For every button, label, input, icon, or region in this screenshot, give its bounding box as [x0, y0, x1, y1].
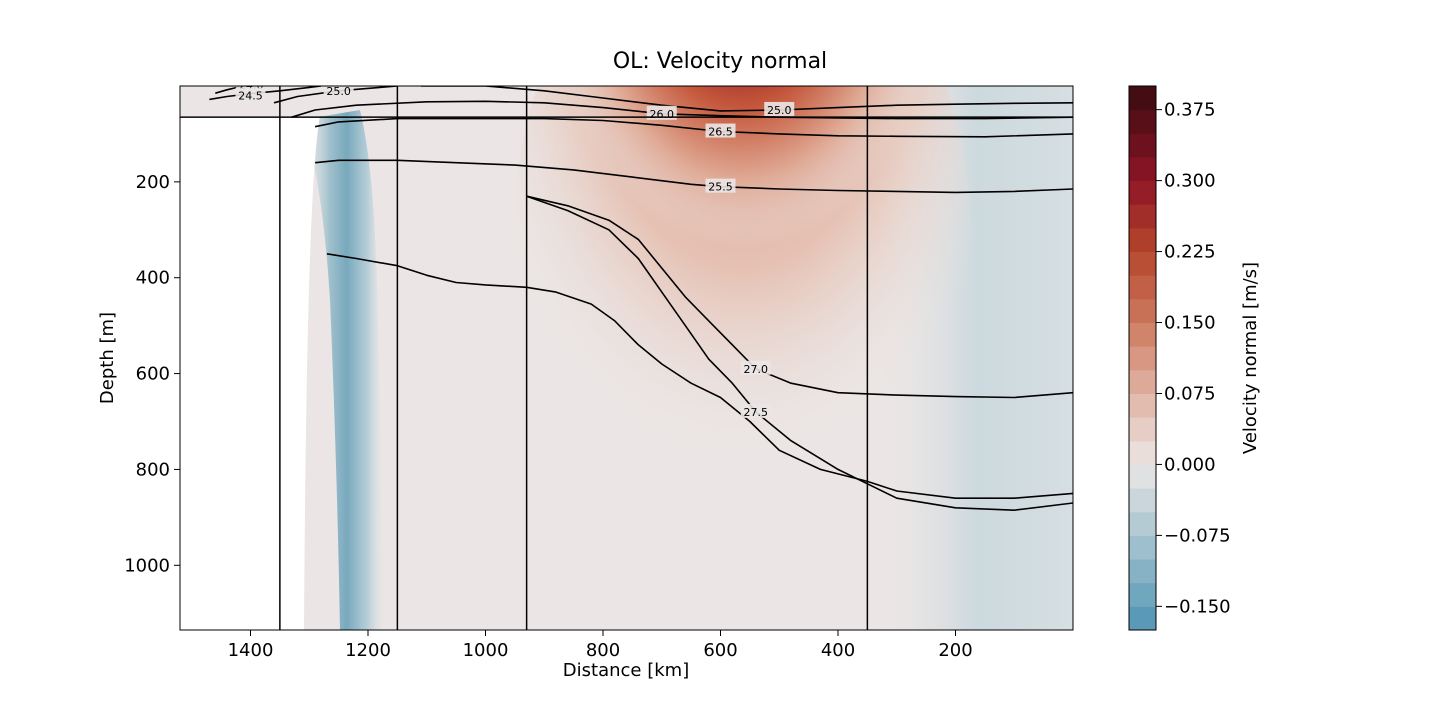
station-lines [279, 86, 869, 630]
y-tick-label: 800 [136, 459, 170, 480]
colorbar-band [1129, 156, 1156, 182]
colorbar-band [1129, 464, 1156, 489]
colorbar-band [1129, 488, 1156, 513]
colorbar-tick-label: −0.075 [1164, 525, 1231, 546]
colorbar-band [1129, 346, 1156, 371]
isopycnal-label: 25.0 [767, 104, 792, 117]
colorbar-frame [1128, 85, 1157, 631]
y-tick-label: 200 [136, 172, 170, 193]
isopycnal-label: 26.5 [708, 126, 733, 139]
isopycnal-label-bg [740, 403, 771, 418]
colorbar-label: Velocity normal [m/s] [1240, 262, 1261, 454]
y-tick-label: 600 [136, 364, 170, 385]
x-axis-label: Distance [km] [563, 660, 689, 681]
isopycnal-label-bg [705, 123, 736, 138]
isopycnal-contours: 24.024.5 25.025.026.026.525.527.027.5 [209, 85, 1073, 511]
colorbar-band [1129, 204, 1156, 229]
colorbar-tick-label: 0.150 [1164, 313, 1216, 334]
jet-core [562, 86, 922, 390]
x-tick-label: 400 [821, 640, 855, 661]
chart-title: OL: Velocity normal [613, 49, 827, 74]
isopycnal-label: 25.5 [708, 181, 733, 194]
isopycnal-label: 27.5 [744, 406, 769, 419]
y-axis-label: Depth [m] [97, 312, 118, 404]
colorbar-tick-label: 0.075 [1164, 383, 1216, 404]
colorbar-band [1129, 606, 1156, 631]
plot-area: 24.024.5 25.025.026.026.525.527.027.5 140… [124, 85, 1074, 661]
colorbar-tick-label: 0.000 [1164, 454, 1216, 475]
colorbar-tick-label: 0.375 [1164, 100, 1216, 121]
colorbar-band [1129, 86, 1156, 111]
colorbar-tick-label: 0.225 [1164, 242, 1216, 263]
x-tick-label: 200 [938, 640, 972, 661]
colorbar-band [1129, 275, 1156, 300]
isopycnal-line [420, 86, 1073, 112]
colorbar-band [1129, 582, 1156, 607]
colorbar-band [1129, 559, 1156, 584]
y-axis-ticks: 200 400 600 800 1000 [124, 172, 180, 576]
colorbar-band [1129, 417, 1156, 442]
colorbar-band [1129, 251, 1156, 276]
isopycnal-line [291, 100, 1073, 120]
coastal-undercurrent [300, 110, 385, 630]
x-axis-ticks: 1400 1200 1000 800 600 400 200 [228, 630, 973, 661]
colorbar-band [1129, 440, 1156, 465]
isopycnal-label-bg [235, 87, 266, 102]
y-tick-label: 1000 [124, 555, 170, 576]
isopycnal-label: 25.0 [326, 85, 351, 98]
colorbar-tick-label: −0.150 [1164, 596, 1231, 617]
colorbar-tick-label: 0.300 [1164, 171, 1216, 192]
x-tick-label: 800 [586, 640, 620, 661]
colorbar-band [1129, 109, 1156, 134]
isopycnal-line [526, 195, 1073, 511]
colorbar-band [1129, 133, 1156, 158]
isopycnal-label: 26.0 [650, 108, 675, 121]
x-tick-label: 600 [703, 640, 737, 661]
isopycnal-label: 27.0 [744, 363, 769, 376]
isopycnal-line [526, 195, 1073, 399]
colorbar-ticks: −0.150 −0.075 0.000 0.075 0.150 0.225 0.300 0.3… [1156, 100, 1231, 617]
isopycnal-label: 24.5 [238, 90, 263, 103]
plot-frame [179, 85, 1074, 631]
x-tick-label: 1400 [228, 640, 274, 661]
colorbar-band [1129, 227, 1156, 253]
colorbar-band [1129, 180, 1156, 205]
colorbar-band [1129, 369, 1156, 394]
isopycnal-label-bg [323, 86, 354, 97]
isopycnal-line [326, 253, 1073, 499]
colorbar-band [1129, 298, 1156, 324]
isopycnal-label-bg [646, 105, 677, 120]
colorbar-band [1129, 322, 1156, 347]
x-tick-label: 1000 [463, 640, 509, 661]
colorbar: −0.150 −0.075 0.000 0.075 0.150 0.225 0.300 0.3… [1128, 85, 1261, 631]
colorbar-band [1129, 393, 1156, 418]
y-tick-label: 400 [136, 268, 170, 289]
shelf-land-mask [278, 116, 320, 630]
isopycnal-label-bg [705, 178, 736, 193]
colorbar-band [1129, 511, 1156, 536]
colorbar-band [1129, 535, 1156, 560]
x-tick-label: 1200 [345, 640, 391, 661]
colorbar-bands [1129, 86, 1156, 631]
isopycnal-label-bg [740, 360, 771, 375]
isopycnal-line [315, 159, 1073, 194]
isopycnal-label-bg [764, 101, 795, 116]
